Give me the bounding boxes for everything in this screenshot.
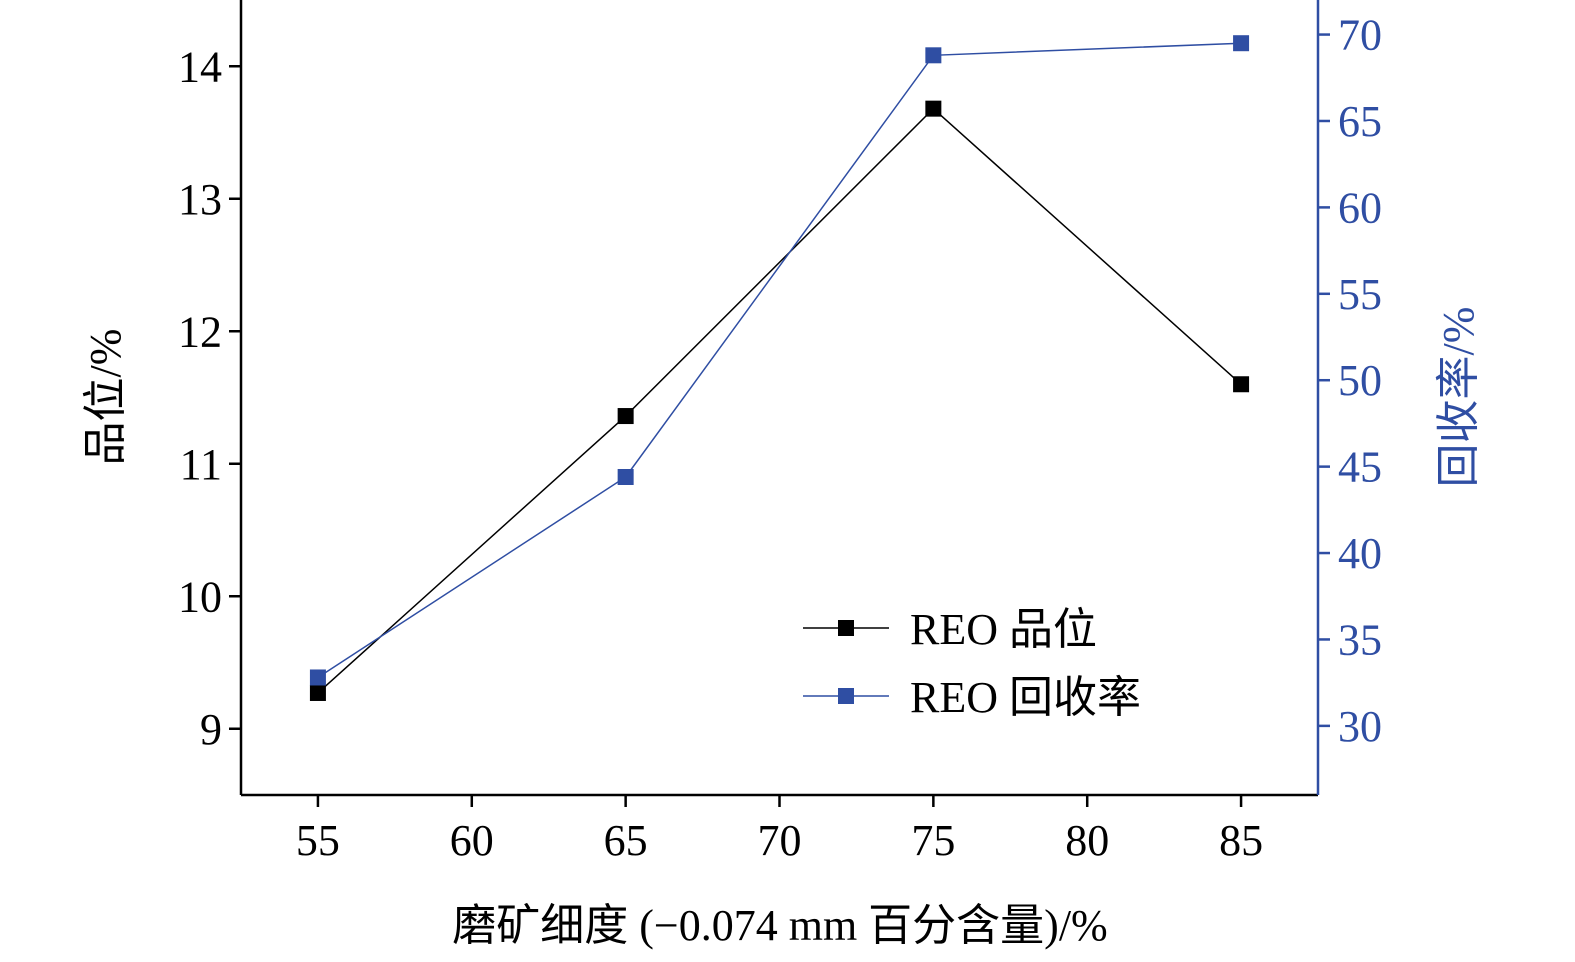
data-point-grade	[925, 100, 942, 117]
right-y-tick-label: 40	[1338, 529, 1382, 578]
data-point-grade	[617, 408, 634, 425]
right-y-tick-label: 45	[1338, 443, 1382, 492]
left-y-tick-label: 14	[178, 42, 222, 91]
right-y-tick-label: 30	[1338, 702, 1382, 751]
right-y-tick-label: 50	[1338, 356, 1382, 405]
x-tick-label: 60	[450, 816, 494, 865]
legend-item-grade: REO 品位	[803, 605, 1097, 654]
x-tick-label: 55	[296, 816, 340, 865]
left-y-tick-label: 13	[178, 175, 222, 224]
legend-label-grade: REO 品位	[910, 605, 1097, 654]
x-tick-label: 70	[758, 816, 802, 865]
left-y-axis-ticks: 9 10 11 12 13 14	[178, 42, 241, 754]
left-y-axis-title: 品位/%	[81, 329, 130, 466]
left-y-tick-label: 12	[178, 307, 222, 356]
legend: REO 品位 REO 回收率	[803, 605, 1141, 722]
left-y-tick-label: 10	[178, 572, 222, 621]
data-point-grade	[309, 684, 326, 701]
right-y-tick-label: 35	[1338, 615, 1382, 664]
right-y-axis-ticks: 30 35 40 45 50 55 60 65 70	[1318, 11, 1382, 751]
left-y-tick-label: 9	[200, 705, 222, 754]
series-line-grade	[317, 107, 1242, 694]
data-point-recovery	[1233, 35, 1250, 52]
legend-item-recovery: REO 回收率	[803, 673, 1141, 722]
right-y-tick-label: 70	[1338, 11, 1382, 60]
series-layer	[309, 35, 1250, 701]
plot-frame	[239, 0, 1320, 797]
data-point-recovery	[925, 47, 942, 64]
legend-marker-grade	[838, 620, 854, 636]
x-tick-label: 75	[911, 816, 955, 865]
data-point-grade	[1233, 376, 1250, 393]
x-axis-ticks: 55 60 65 70 75 80 85	[296, 795, 1263, 865]
legend-marker-recovery	[838, 688, 854, 704]
right-y-tick-label: 60	[1338, 183, 1382, 232]
data-point-recovery	[309, 669, 326, 686]
x-tick-label: 85	[1219, 816, 1263, 865]
x-tick-label: 65	[604, 816, 648, 865]
right-y-tick-label: 65	[1338, 97, 1382, 146]
x-tick-label: 80	[1065, 816, 1109, 865]
data-point-recovery	[617, 469, 634, 485]
right-y-axis-title: 回收率/%	[1434, 307, 1483, 488]
legend-label-recovery: REO 回收率	[910, 673, 1141, 722]
right-y-tick-label: 55	[1338, 270, 1382, 319]
x-axis-title: 磨矿细度 (−0.074 mm 百分含量)/%	[452, 901, 1107, 950]
left-y-tick-label: 11	[180, 440, 222, 489]
series-line-recovery	[317, 42, 1242, 679]
